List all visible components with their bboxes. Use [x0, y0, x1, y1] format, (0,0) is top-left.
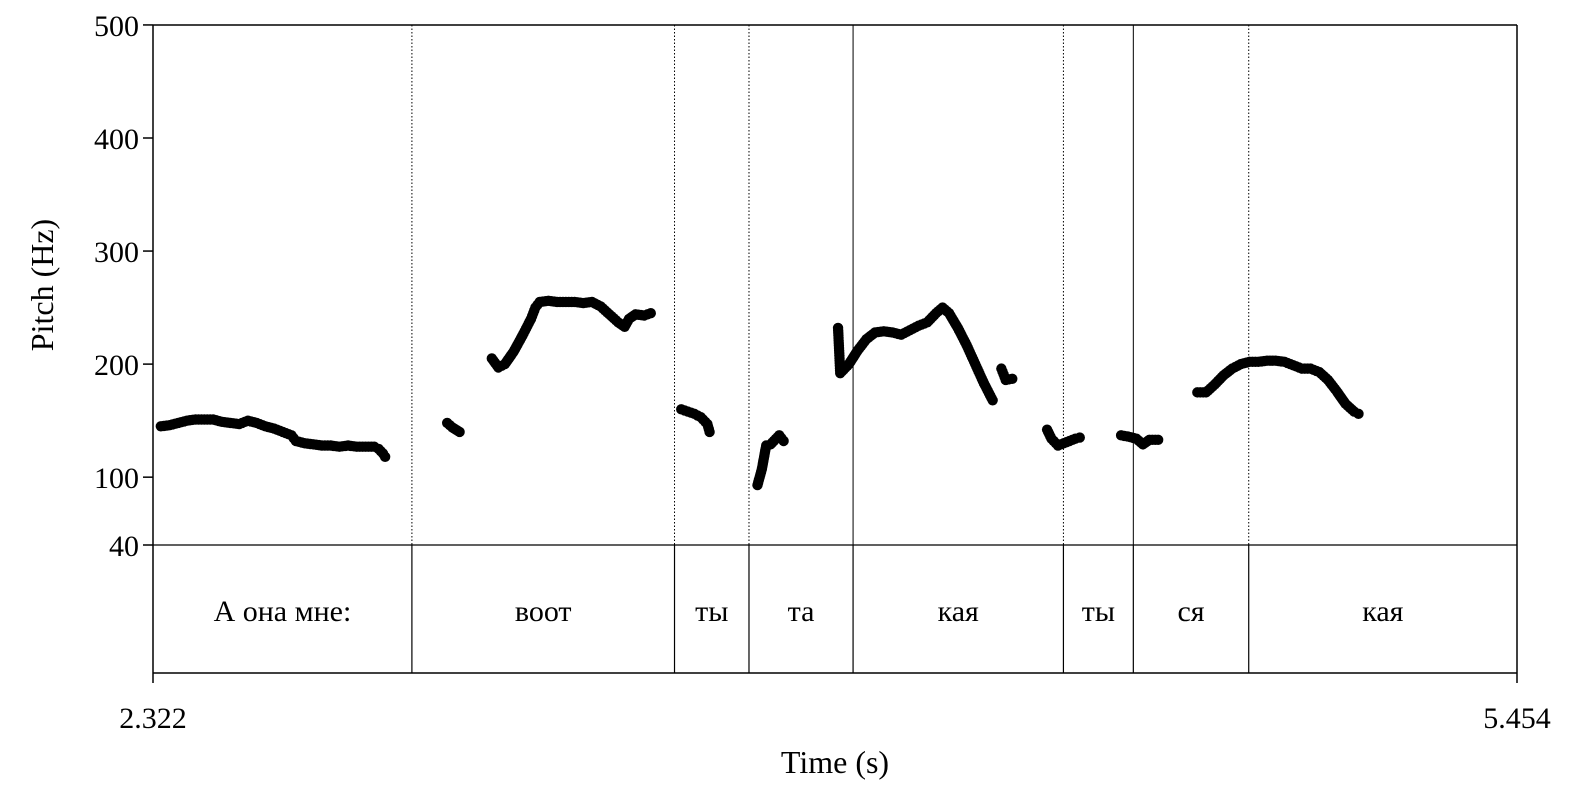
x-axis: 2.322 5.454: [119, 673, 1551, 735]
y-tick-label-400: 400: [94, 123, 139, 156]
x-tick-label-end: 5.454: [1483, 702, 1551, 735]
segment-labels: А она мне: воот ты та кая ты ся кая: [214, 595, 1404, 628]
segment-label-2: воот: [515, 595, 572, 628]
y-tick-label-500: 500: [94, 10, 139, 43]
segment-label-3: ты: [695, 595, 728, 628]
x-tick-label-start: 2.322: [119, 702, 187, 735]
segment-label-5: кая: [938, 595, 979, 628]
pitch-point-2-6: [454, 426, 465, 438]
segment-label-1: А она мне:: [214, 595, 352, 628]
segment-label-4: та: [788, 595, 815, 628]
pitch-point-1-79: [379, 451, 391, 463]
pitch-point-5-24: [778, 435, 789, 447]
segment-boundaries: [411, 25, 1250, 673]
pitch-point-7-7: [1007, 373, 1018, 385]
pitch-points: [155, 295, 1364, 491]
y-tick-label-100: 100: [94, 462, 139, 495]
pitch-point-3-76: [645, 308, 656, 319]
pitch-point-9-15: [1152, 434, 1164, 446]
segment-label-6: ты: [1082, 595, 1115, 628]
y-tick-label-200: 200: [94, 349, 139, 382]
plot-frame: [152, 24, 1518, 674]
segment-label-7: ся: [1177, 595, 1204, 628]
y-tick-label-300: 300: [94, 236, 139, 269]
pitch-point-6-104: [987, 395, 998, 406]
pitch-point-4-13: [704, 426, 715, 438]
segment-label-8: кая: [1362, 595, 1403, 628]
y-tick-label-40: 40: [109, 530, 139, 563]
x-axis-title: Time (s): [781, 744, 889, 780]
y-axis-title: Pitch (Hz): [24, 219, 60, 351]
y-axis: 40 100 200 300 400 500: [94, 10, 153, 563]
pitch-point-8-15: [1074, 432, 1085, 443]
pitch-point-10-67: [1353, 408, 1364, 420]
